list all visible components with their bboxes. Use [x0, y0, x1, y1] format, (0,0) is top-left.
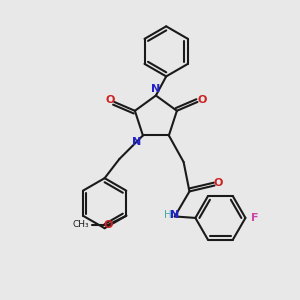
- Text: F: F: [251, 213, 259, 223]
- Text: H: H: [164, 210, 171, 220]
- Text: O: O: [197, 95, 207, 106]
- Text: N: N: [170, 210, 179, 220]
- Text: N: N: [132, 137, 141, 147]
- Text: O: O: [213, 178, 223, 188]
- Text: O: O: [104, 220, 113, 230]
- Text: CH₃: CH₃: [73, 220, 89, 229]
- Text: N: N: [151, 84, 160, 94]
- Text: O: O: [105, 95, 115, 106]
